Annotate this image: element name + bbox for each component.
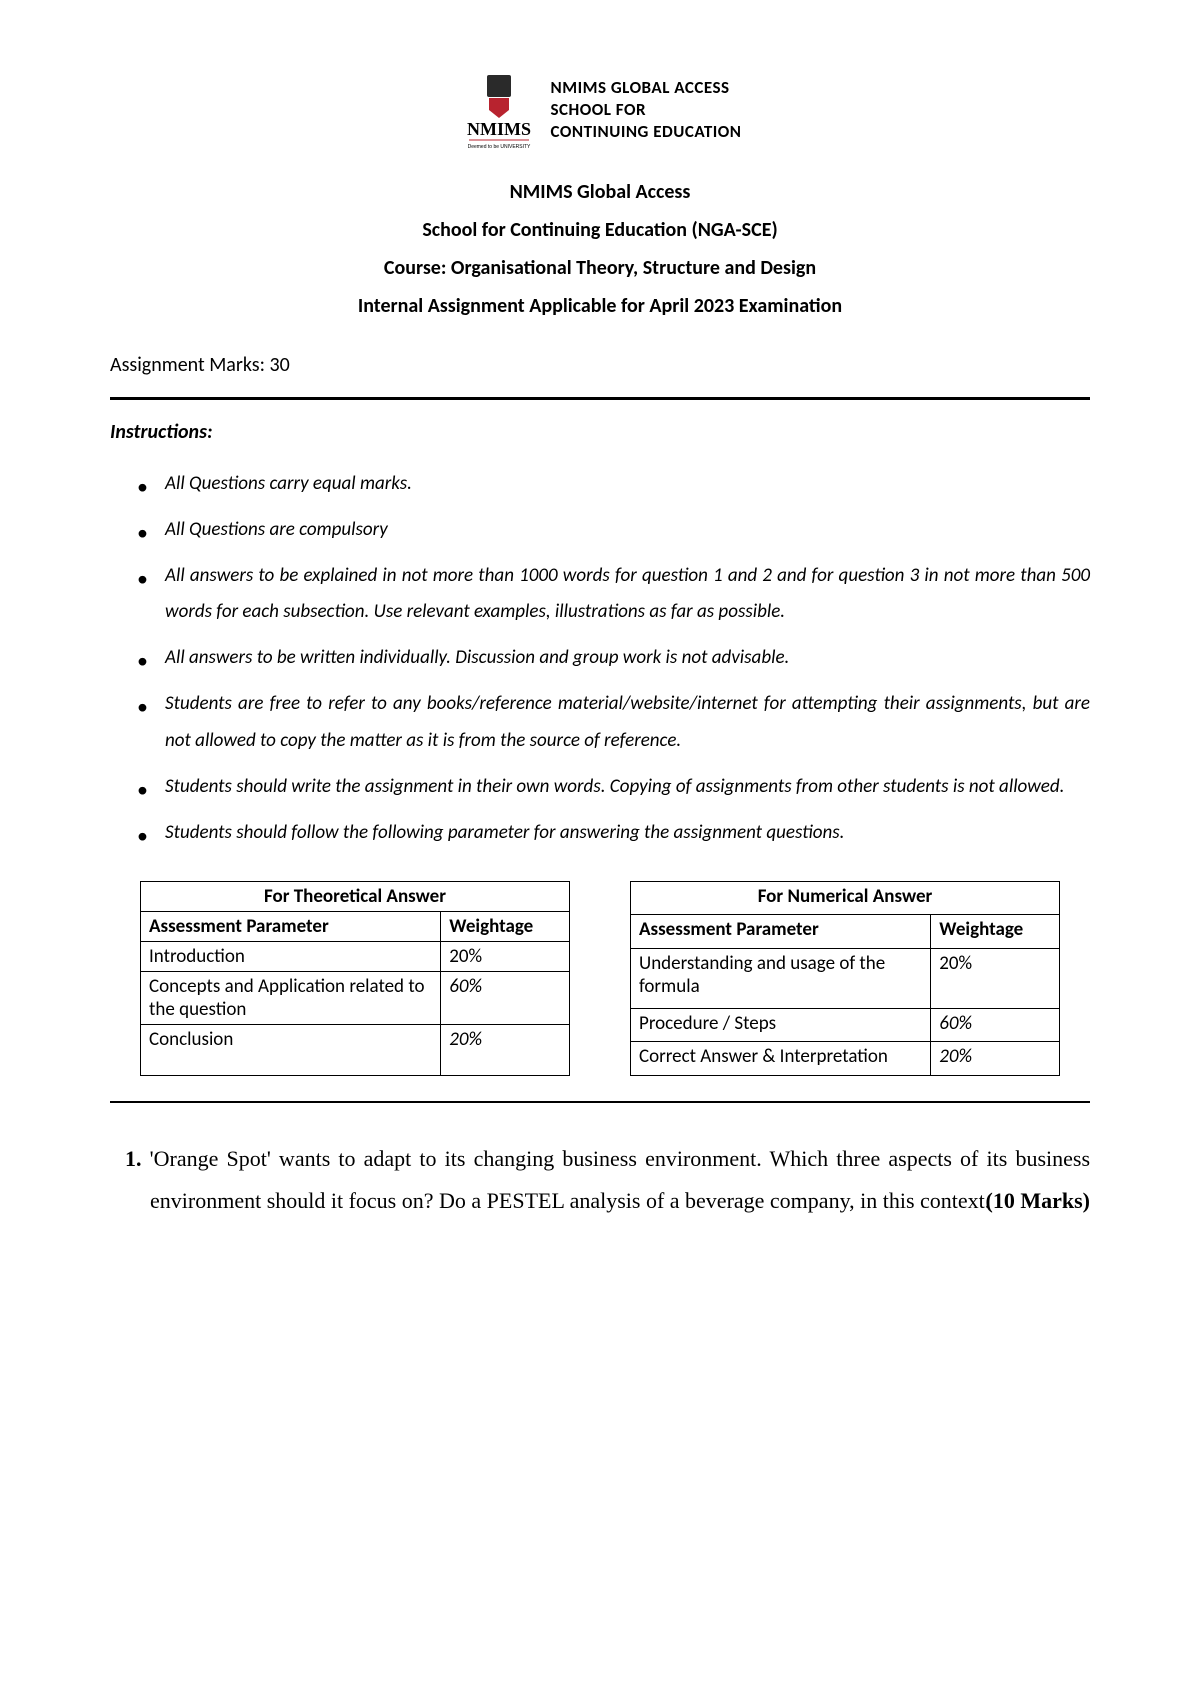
table-cell: 60%: [931, 1008, 1060, 1042]
table-cell: Concepts and Application related to the …: [141, 971, 441, 1024]
table-cell: Correct Answer & Interpretation: [631, 1042, 931, 1076]
title-line-1: NMIMS Global Access: [110, 180, 1090, 204]
assignment-marks: Assignment Marks: 30: [110, 353, 1090, 377]
table-cell: 20%: [931, 949, 1060, 1008]
svg-text:NMIMS: NMIMS: [467, 119, 531, 139]
nmims-logo-icon: NMIMS Deemed to be UNIVERSITY: [459, 70, 539, 150]
logo-text-line-3: CONTINUING EDUCATION: [551, 121, 742, 143]
instruction-item: Students should write the assignment in …: [165, 769, 1090, 805]
instruction-item: Students are free to refer to any books/…: [165, 686, 1090, 758]
table-cell: Procedure / Steps: [631, 1008, 931, 1042]
title-line-2: School for Continuing Education (NGA-SCE…: [110, 218, 1090, 242]
col-header-weight: Weightage: [931, 915, 1060, 949]
logo-text-line-1: NMIMS GLOBAL ACCESS: [551, 77, 742, 99]
table-cell: Introduction: [141, 941, 441, 971]
title-section: NMIMS Global Access School for Continuin…: [110, 180, 1090, 318]
col-header-param: Assessment Parameter: [141, 911, 441, 941]
instruction-item: All Questions carry equal marks.: [165, 466, 1090, 502]
table-cell: 60%: [441, 971, 570, 1024]
divider-bottom: [110, 1101, 1090, 1103]
theoretical-table: For Theoretical Answer Assessment Parame…: [140, 881, 570, 1076]
instruction-item: All answers to be written individually. …: [165, 640, 1090, 676]
table-title: For Numerical Answer: [631, 881, 1060, 915]
table-cell: Conclusion: [141, 1024, 441, 1075]
instruction-item: All Questions are compulsory: [165, 512, 1090, 548]
table-cell: 20%: [931, 1042, 1060, 1076]
logo-text-block: NMIMS GLOBAL ACCESS SCHOOL FOR CONTINUIN…: [551, 77, 742, 143]
question-text: 'Orange Spot' wants to adapt to its chan…: [150, 1146, 1090, 1213]
tables-row: For Theoretical Answer Assessment Parame…: [110, 881, 1090, 1076]
logo-header: NMIMS Deemed to be UNIVERSITY NMIMS GLOB…: [110, 70, 1090, 150]
logo-text-line-2: SCHOOL FOR: [551, 99, 742, 121]
question-section: 1. 'Orange Spot' wants to adapt to its c…: [110, 1138, 1090, 1222]
title-line-4: Internal Assignment Applicable for April…: [110, 294, 1090, 318]
divider-top: [110, 397, 1090, 400]
question-number: 1.: [125, 1146, 142, 1171]
question-marks: (10 Marks): [1011, 1180, 1090, 1222]
instruction-item: Students should follow the following par…: [165, 815, 1090, 851]
table-cell: Understanding and usage of the formula: [631, 949, 931, 1008]
table-cell: 20%: [441, 1024, 570, 1075]
instruction-item: All answers to be explained in not more …: [165, 558, 1090, 630]
col-header-param: Assessment Parameter: [631, 915, 931, 949]
col-header-weight: Weightage: [441, 911, 570, 941]
numerical-table: For Numerical Answer Assessment Paramete…: [630, 881, 1060, 1076]
svg-text:Deemed to be UNIVERSITY: Deemed to be UNIVERSITY: [467, 144, 530, 150]
table-title: For Theoretical Answer: [141, 881, 570, 911]
instructions-list: All Questions carry equal marks. All Que…: [110, 466, 1090, 851]
title-line-3: Course: Organisational Theory, Structure…: [110, 256, 1090, 280]
instructions-heading: Instructions:: [110, 420, 1090, 444]
logo-box: NMIMS Deemed to be UNIVERSITY NMIMS GLOB…: [459, 70, 742, 150]
table-cell: 20%: [441, 941, 570, 971]
question-1: 1. 'Orange Spot' wants to adapt to its c…: [110, 1138, 1090, 1222]
